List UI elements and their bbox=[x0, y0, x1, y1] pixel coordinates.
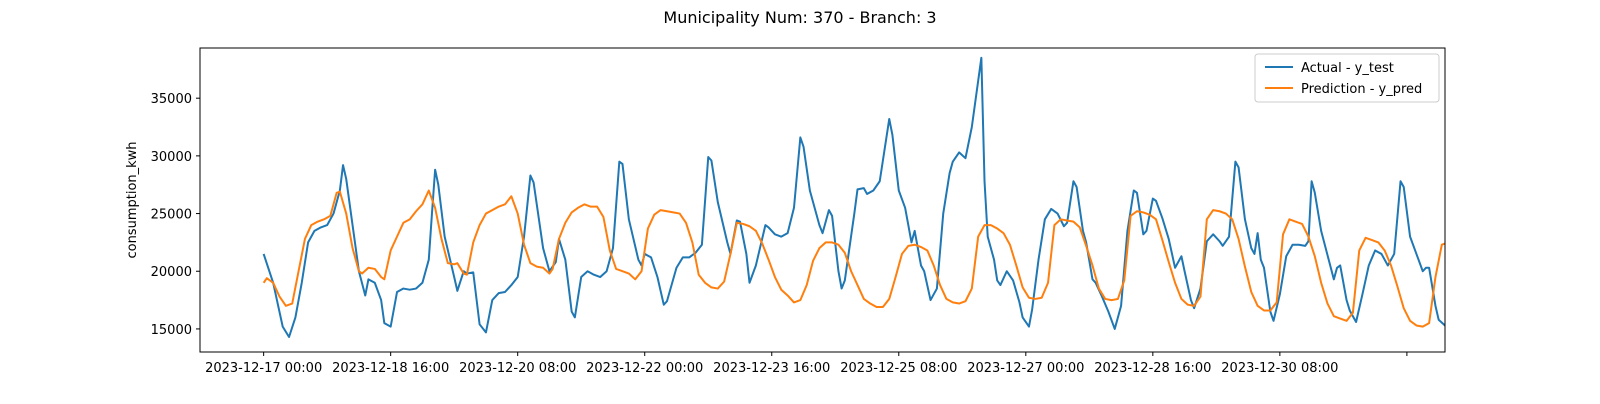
x-tick-label: 2023-12-17 00:00 bbox=[205, 361, 322, 376]
y-tick-label: 15000 bbox=[151, 323, 192, 338]
y-axis-label: consumption_kwh bbox=[125, 141, 140, 258]
legend: Actual - y_test Prediction - y_pred bbox=[1254, 53, 1440, 103]
y-tick-label: 30000 bbox=[151, 150, 192, 165]
x-tick-label: 2023-12-27 00:00 bbox=[967, 361, 1084, 376]
x-tick-label: 2023-12-25 08:00 bbox=[840, 361, 957, 376]
plot-area-frame bbox=[199, 47, 1446, 353]
series-line-prediction bbox=[262, 189, 1445, 328]
x-tick-label: 2023-12-30 08:00 bbox=[1221, 361, 1338, 376]
x-tick-label: 2023-12-18 16:00 bbox=[332, 361, 449, 376]
x-tick-label: 2023-12-23 16:00 bbox=[713, 361, 830, 376]
y-tick-label: 35000 bbox=[151, 92, 192, 107]
x-tick-label: 2023-12-22 00:00 bbox=[586, 361, 703, 376]
x-tick-label: 2023-12-28 16:00 bbox=[1094, 361, 1211, 376]
series-line-actual bbox=[262, 56, 1445, 338]
y-tick-label: 20000 bbox=[151, 265, 192, 280]
chart-title: Municipality Num: 370 - Branch: 3 bbox=[663, 8, 936, 27]
legend-label-actual: Actual - y_test bbox=[1301, 61, 1394, 76]
y-tick-label: 25000 bbox=[151, 208, 192, 223]
legend-frame bbox=[1254, 53, 1440, 103]
legend-label-prediction: Prediction - y_pred bbox=[1301, 82, 1422, 97]
x-tick-label: 2023-12-20 08:00 bbox=[459, 361, 576, 376]
